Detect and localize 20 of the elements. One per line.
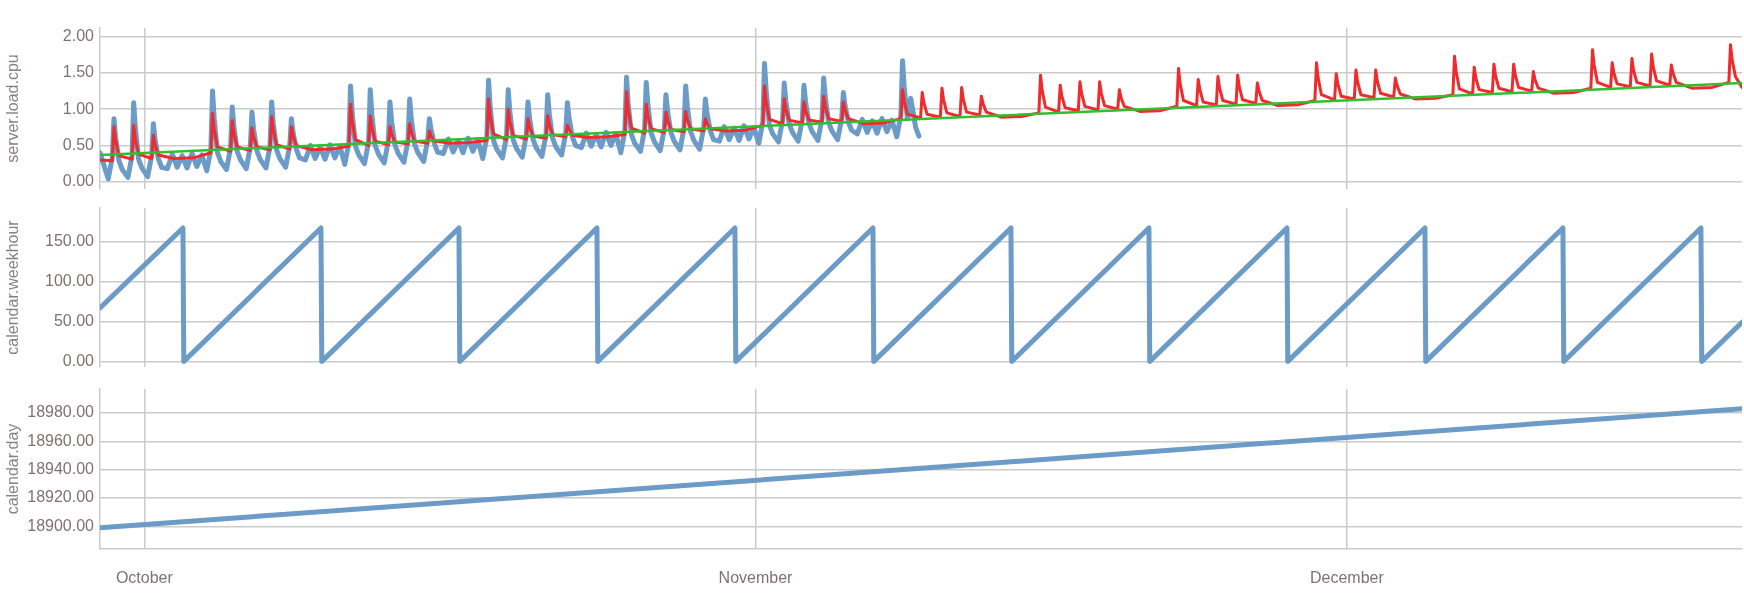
y-tick-label: 2.00 bbox=[62, 27, 95, 45]
y-tick-label: 1.00 bbox=[62, 99, 95, 117]
x-tick-label: October bbox=[115, 569, 174, 587]
y-tick-label: 18960.00 bbox=[27, 431, 95, 449]
y-tick-label: 1.50 bbox=[62, 63, 95, 81]
x-tick-label: December bbox=[1310, 569, 1385, 587]
y-tick-label: 0.50 bbox=[62, 135, 95, 153]
y-tick-label: 0.00 bbox=[62, 351, 95, 369]
x-tick-label: November bbox=[718, 569, 794, 587]
y-tick-label: 0.00 bbox=[62, 172, 95, 190]
y-tick-label: 100.00 bbox=[45, 271, 95, 289]
y-axis-title: calendar.weekhour bbox=[4, 219, 22, 355]
y-tick-label: 18980.00 bbox=[27, 403, 95, 421]
y-tick-label: 50.00 bbox=[53, 311, 95, 329]
y-tick-label: 18920.00 bbox=[27, 488, 95, 506]
y-tick-label: 18940.00 bbox=[27, 460, 95, 478]
y-tick-label: 150.00 bbox=[45, 231, 95, 249]
y-axis-title: calendar.day bbox=[4, 423, 22, 515]
y-axis-title: server.load.cpu bbox=[4, 54, 22, 163]
y-tick-label: 18900.00 bbox=[27, 516, 95, 534]
